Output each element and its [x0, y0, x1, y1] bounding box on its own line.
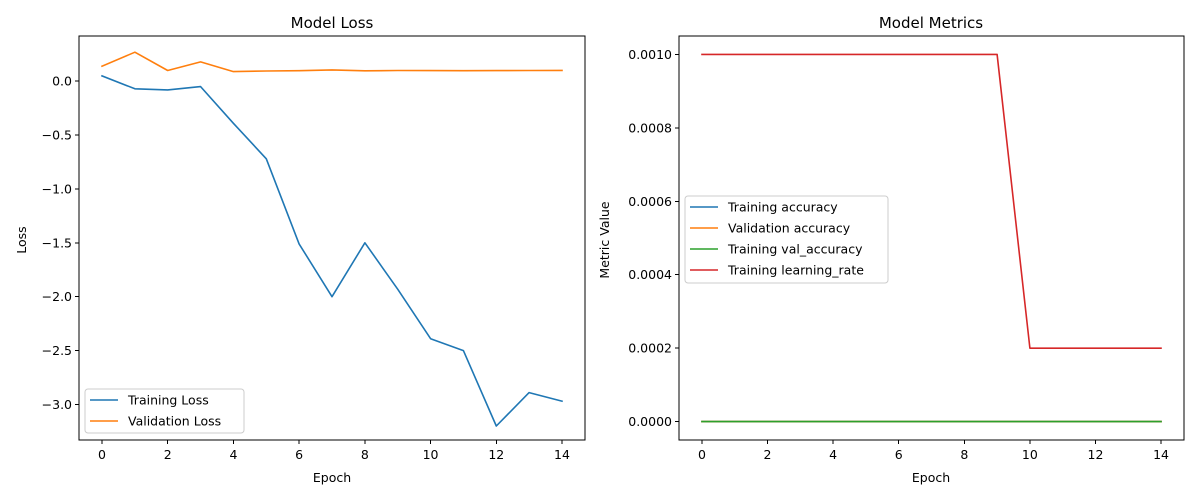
metrics-chart-x-tick-label: 10	[1022, 447, 1038, 462]
loss-chart-x-tick-label: 8	[361, 447, 369, 462]
metrics-chart-y-axis-label: Metric Value	[597, 201, 612, 278]
metrics-chart-x-tick-label: 14	[1153, 447, 1169, 462]
legend-label-training-learning-rate: Training learning_rate	[727, 263, 864, 278]
legend-label-training-accuracy: Training accuracy	[727, 200, 838, 215]
metrics-chart-title: Model Metrics	[879, 14, 983, 32]
loss-chart: Model Loss Epoch Loss 0 2 4 6 8 10 12 14 0.0 −0.5…	[14, 14, 586, 485]
loss-chart-ticks: 0 2 4 6 8 10 12 14 0.0 −0.5 −1.0 −1.5 −2.0 −2.5 −3.0	[42, 74, 570, 462]
metrics-chart-y-tick-label: 0.0008	[628, 120, 672, 135]
metrics-chart-y-tick-label: 0.0000	[628, 414, 672, 429]
metrics-chart-x-tick-label: 8	[960, 447, 968, 462]
legend-label-training-loss: Training Loss	[127, 393, 209, 408]
legend-label-validation-loss: Validation Loss	[128, 414, 221, 429]
metrics-chart: Model Metrics Epoch Metric Value 0 2 4 6 8 10…	[597, 14, 1185, 485]
metrics-chart-x-tick-label: 0	[698, 447, 706, 462]
loss-chart-x-tick-label: 10	[423, 447, 439, 462]
metrics-chart-series	[701, 53, 1162, 423]
metrics-chart-x-tick-label: 2	[764, 447, 772, 462]
legend-label-training-val-accuracy: Training val_accuracy	[727, 242, 863, 257]
metrics-chart-y-tick-label: 0.0006	[628, 194, 672, 209]
metrics-chart-legend: Training accuracy Validation accuracy Tr…	[684, 195, 889, 284]
series-line-validation-loss	[100, 51, 563, 73]
metrics-chart-x-axis-label: Epoch	[912, 470, 950, 485]
series-line-training-loss	[100, 74, 563, 427]
loss-chart-y-tick-label: −0.5	[42, 128, 72, 143]
metrics-chart-y-tick-label: 0.0010	[628, 47, 672, 62]
loss-chart-y-tick-label: −1.0	[42, 181, 72, 196]
loss-chart-y-axis-label: Loss	[14, 226, 29, 253]
metrics-chart-x-tick-label: 4	[829, 447, 837, 462]
metrics-chart-y-tick-label: 0.0004	[628, 267, 672, 282]
loss-chart-x-tick-label: 14	[554, 447, 570, 462]
series-line-training-learning-rate	[701, 53, 1162, 350]
loss-chart-y-tick-label: −1.5	[42, 235, 72, 250]
metrics-chart-plot-frame	[678, 35, 1185, 441]
loss-chart-y-tick-label: −3.0	[42, 397, 72, 412]
loss-chart-x-tick-label: 12	[488, 447, 504, 462]
metrics-chart-y-tick-label: 0.0002	[628, 341, 672, 356]
loss-chart-x-tick-label: 4	[229, 447, 237, 462]
loss-chart-x-axis-label: Epoch	[313, 470, 351, 485]
metrics-chart-ticks: 0 2 4 6 8 10 12 14 0.0000 0.0002 0.0004 0.0006 0.000…	[628, 47, 1169, 462]
loss-chart-x-tick-label: 0	[98, 447, 106, 462]
metrics-chart-x-tick-label: 6	[895, 447, 903, 462]
loss-chart-series	[100, 51, 563, 427]
loss-chart-legend: Training Loss Validation Loss	[84, 388, 245, 434]
loss-chart-plot-frame	[78, 35, 586, 441]
metrics-chart-legend-box	[684, 195, 889, 284]
loss-chart-legend-box	[84, 388, 245, 434]
loss-chart-y-tick-label: −2.0	[42, 289, 72, 304]
loss-chart-x-tick-label: 6	[295, 447, 303, 462]
metrics-chart-x-tick-label: 12	[1088, 447, 1104, 462]
legend-label-validation-accuracy: Validation accuracy	[728, 221, 851, 236]
loss-chart-y-tick-label: 0.0	[52, 74, 72, 89]
loss-chart-title: Model Loss	[291, 14, 374, 32]
loss-chart-y-tick-label: −2.5	[42, 343, 72, 358]
loss-chart-x-tick-label: 2	[164, 447, 172, 462]
